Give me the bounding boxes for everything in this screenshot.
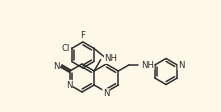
Text: Cl: Cl (61, 44, 70, 53)
Text: N: N (178, 60, 185, 70)
Text: NH: NH (141, 60, 154, 70)
Text: N: N (103, 89, 109, 98)
Text: NH: NH (105, 54, 118, 63)
Text: F: F (80, 31, 85, 40)
Text: N: N (53, 61, 59, 70)
Text: N: N (66, 81, 72, 89)
